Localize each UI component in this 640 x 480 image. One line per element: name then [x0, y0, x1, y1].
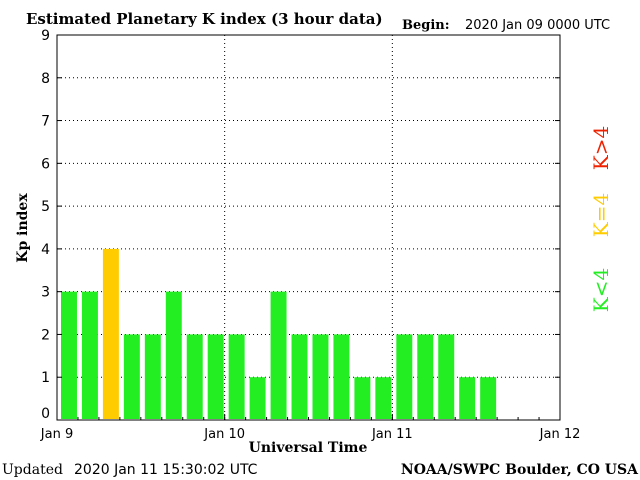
- kp-bar: [207, 334, 224, 419]
- y-tick-label: 0: [41, 406, 50, 422]
- kp-bar: [333, 334, 350, 419]
- y-tick-label: 4: [41, 242, 50, 258]
- kp-bar: [396, 334, 413, 419]
- kp-bar: [228, 334, 245, 419]
- kp-bar: [123, 334, 140, 419]
- credit-text: NOAA/SWPC Boulder, CO USA: [401, 462, 639, 478]
- kp-bar: [417, 334, 434, 419]
- legend-item: K>4: [589, 126, 613, 170]
- bars-group: [61, 248, 497, 419]
- updated-label: Updated: [2, 462, 63, 478]
- x-axis-label: Universal Time: [249, 440, 368, 456]
- grid-lines: [57, 35, 560, 420]
- kp-bar: [270, 291, 287, 419]
- kp-bar: [249, 377, 266, 419]
- x-tick-label: Jan 11: [371, 427, 413, 442]
- kp-bar: [144, 334, 161, 419]
- kp-bar: [312, 334, 329, 419]
- begin-value: 2020 Jan 09 0000 UTC: [465, 18, 610, 33]
- legend-item: K<4: [589, 268, 613, 312]
- y-tick-label: 5: [41, 199, 50, 215]
- kp-bar: [291, 334, 308, 419]
- kp-bar: [165, 291, 182, 419]
- kp-bar: [102, 248, 119, 419]
- kp-bar: [354, 377, 371, 419]
- updated-value: 2020 Jan 11 15:30:02 UTC: [74, 462, 258, 478]
- y-axis-label: Kp index: [15, 193, 31, 263]
- kp-bar: [186, 334, 203, 419]
- kp-bar: [61, 291, 77, 419]
- kp-bar: [480, 377, 497, 419]
- legend-item: K=4: [589, 193, 613, 237]
- y-tick-label: 6: [41, 156, 50, 172]
- y-tick-label: 3: [41, 285, 50, 301]
- begin-label: Begin:: [402, 18, 450, 33]
- y-tick-label: 2: [41, 327, 50, 343]
- kp-bar: [459, 377, 476, 419]
- kp-bar: [375, 377, 392, 419]
- y-tick-labels: 0 1 2 3 4 5 6 7 8 9: [41, 28, 560, 422]
- x-tick-labels: Jan 9 Jan 10 Jan 11 Jan 12: [40, 414, 581, 442]
- chart-title: Estimated Planetary K index (3 hour data…: [26, 10, 383, 28]
- y-tick-label: 1: [41, 370, 50, 386]
- legend: K<4 K=4 K>4: [589, 126, 613, 312]
- y-tick-label: 9: [41, 28, 50, 44]
- x-tick-label: Jan 12: [539, 427, 581, 442]
- kp-bar: [438, 334, 455, 419]
- kp-bar: [81, 291, 98, 419]
- x-tick-label: Jan 9: [40, 427, 73, 442]
- y-tick-label: 7: [41, 114, 50, 130]
- y-tick-label: 8: [41, 71, 50, 87]
- x-tick-label: Jan 10: [203, 427, 245, 442]
